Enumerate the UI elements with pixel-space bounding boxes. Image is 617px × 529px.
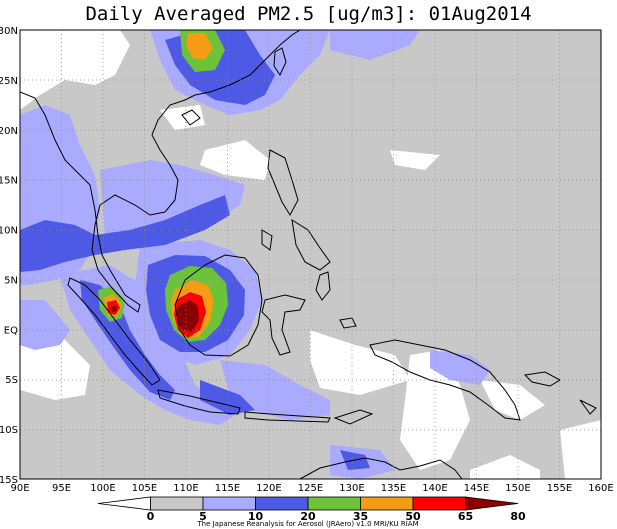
lon-tick-label: 90E <box>10 483 29 494</box>
grid-lines <box>20 30 601 479</box>
lon-tick-labels: 90E 95E 100E 105E 110E 115E 120E 125E 130E 135E 14… <box>10 483 613 494</box>
colorbar-level-label: 5 <box>199 510 207 523</box>
colorbar-swatch <box>412 496 466 511</box>
lon-tick-label: 110E <box>173 483 198 494</box>
colorbar-swatch <box>465 496 519 511</box>
lon-tick-label: 100E <box>90 483 115 494</box>
chart-title: Daily Averaged PM2.5 [ug/m3]: 01Aug2014 <box>85 3 532 25</box>
lon-tick-label: 120E <box>256 483 281 494</box>
colorbar-level-label: 65 <box>458 510 473 523</box>
lat-tick-label: 25N <box>0 76 18 87</box>
colorbar-swatch <box>150 496 204 511</box>
lat-tick-label: 20N <box>0 126 18 137</box>
colorbar-level-label: 10 <box>248 510 264 523</box>
lon-tick-label: 155E <box>547 483 572 494</box>
lon-tick-label: 115E <box>215 483 240 494</box>
lat-tick-label: 30N <box>0 26 18 37</box>
lon-tick-label: 105E <box>132 483 157 494</box>
colorbar-swatch <box>360 496 414 511</box>
lon-tick-label: 135E <box>381 483 406 494</box>
colorbar-level-label: 50 <box>405 510 421 523</box>
credit-text: The Japanese Reanalysis for Aerosol (JRA… <box>196 520 418 528</box>
colorbar-level-label: 35 <box>353 510 368 523</box>
colorbar: 0 5 10 20 35 50 65 80 <box>97 496 526 523</box>
colorbar-swatch <box>202 496 256 511</box>
colorbar-level-label: 0 <box>147 510 155 523</box>
lat-tick-label: EQ <box>4 325 18 336</box>
colorbar-swatch <box>307 496 361 511</box>
lon-tick-label: 125E <box>298 483 323 494</box>
lon-tick-label: 140E <box>422 483 447 494</box>
colorbar-swatch <box>97 496 151 511</box>
lat-tick-label: 15S <box>0 475 18 486</box>
lon-tick-label: 160E <box>588 483 613 494</box>
lon-tick-label: 145E <box>464 483 489 494</box>
plot-frame <box>19 29 602 480</box>
lon-tick-label: 150E <box>505 483 530 494</box>
colorbar-level-label: 20 <box>300 510 316 523</box>
lat-tick-label: 5S <box>5 375 18 386</box>
colorbar-level-label: 80 <box>510 510 526 523</box>
lat-tick-labels: 30N 25N 20N 15N 10N 5N EQ 5S 10S 15S <box>0 26 18 486</box>
darkred-80-regions <box>111 300 199 332</box>
lat-tick-label: 10S <box>0 425 18 436</box>
lon-tick-label: 95E <box>52 483 71 494</box>
lat-tick-label: 15N <box>0 176 18 187</box>
lat-tick-label: 5N <box>4 275 18 286</box>
lon-tick-label: 130E <box>339 483 364 494</box>
coastlines <box>20 30 597 479</box>
colorbar-swatch <box>255 496 309 511</box>
lat-tick-label: 10N <box>0 226 18 237</box>
